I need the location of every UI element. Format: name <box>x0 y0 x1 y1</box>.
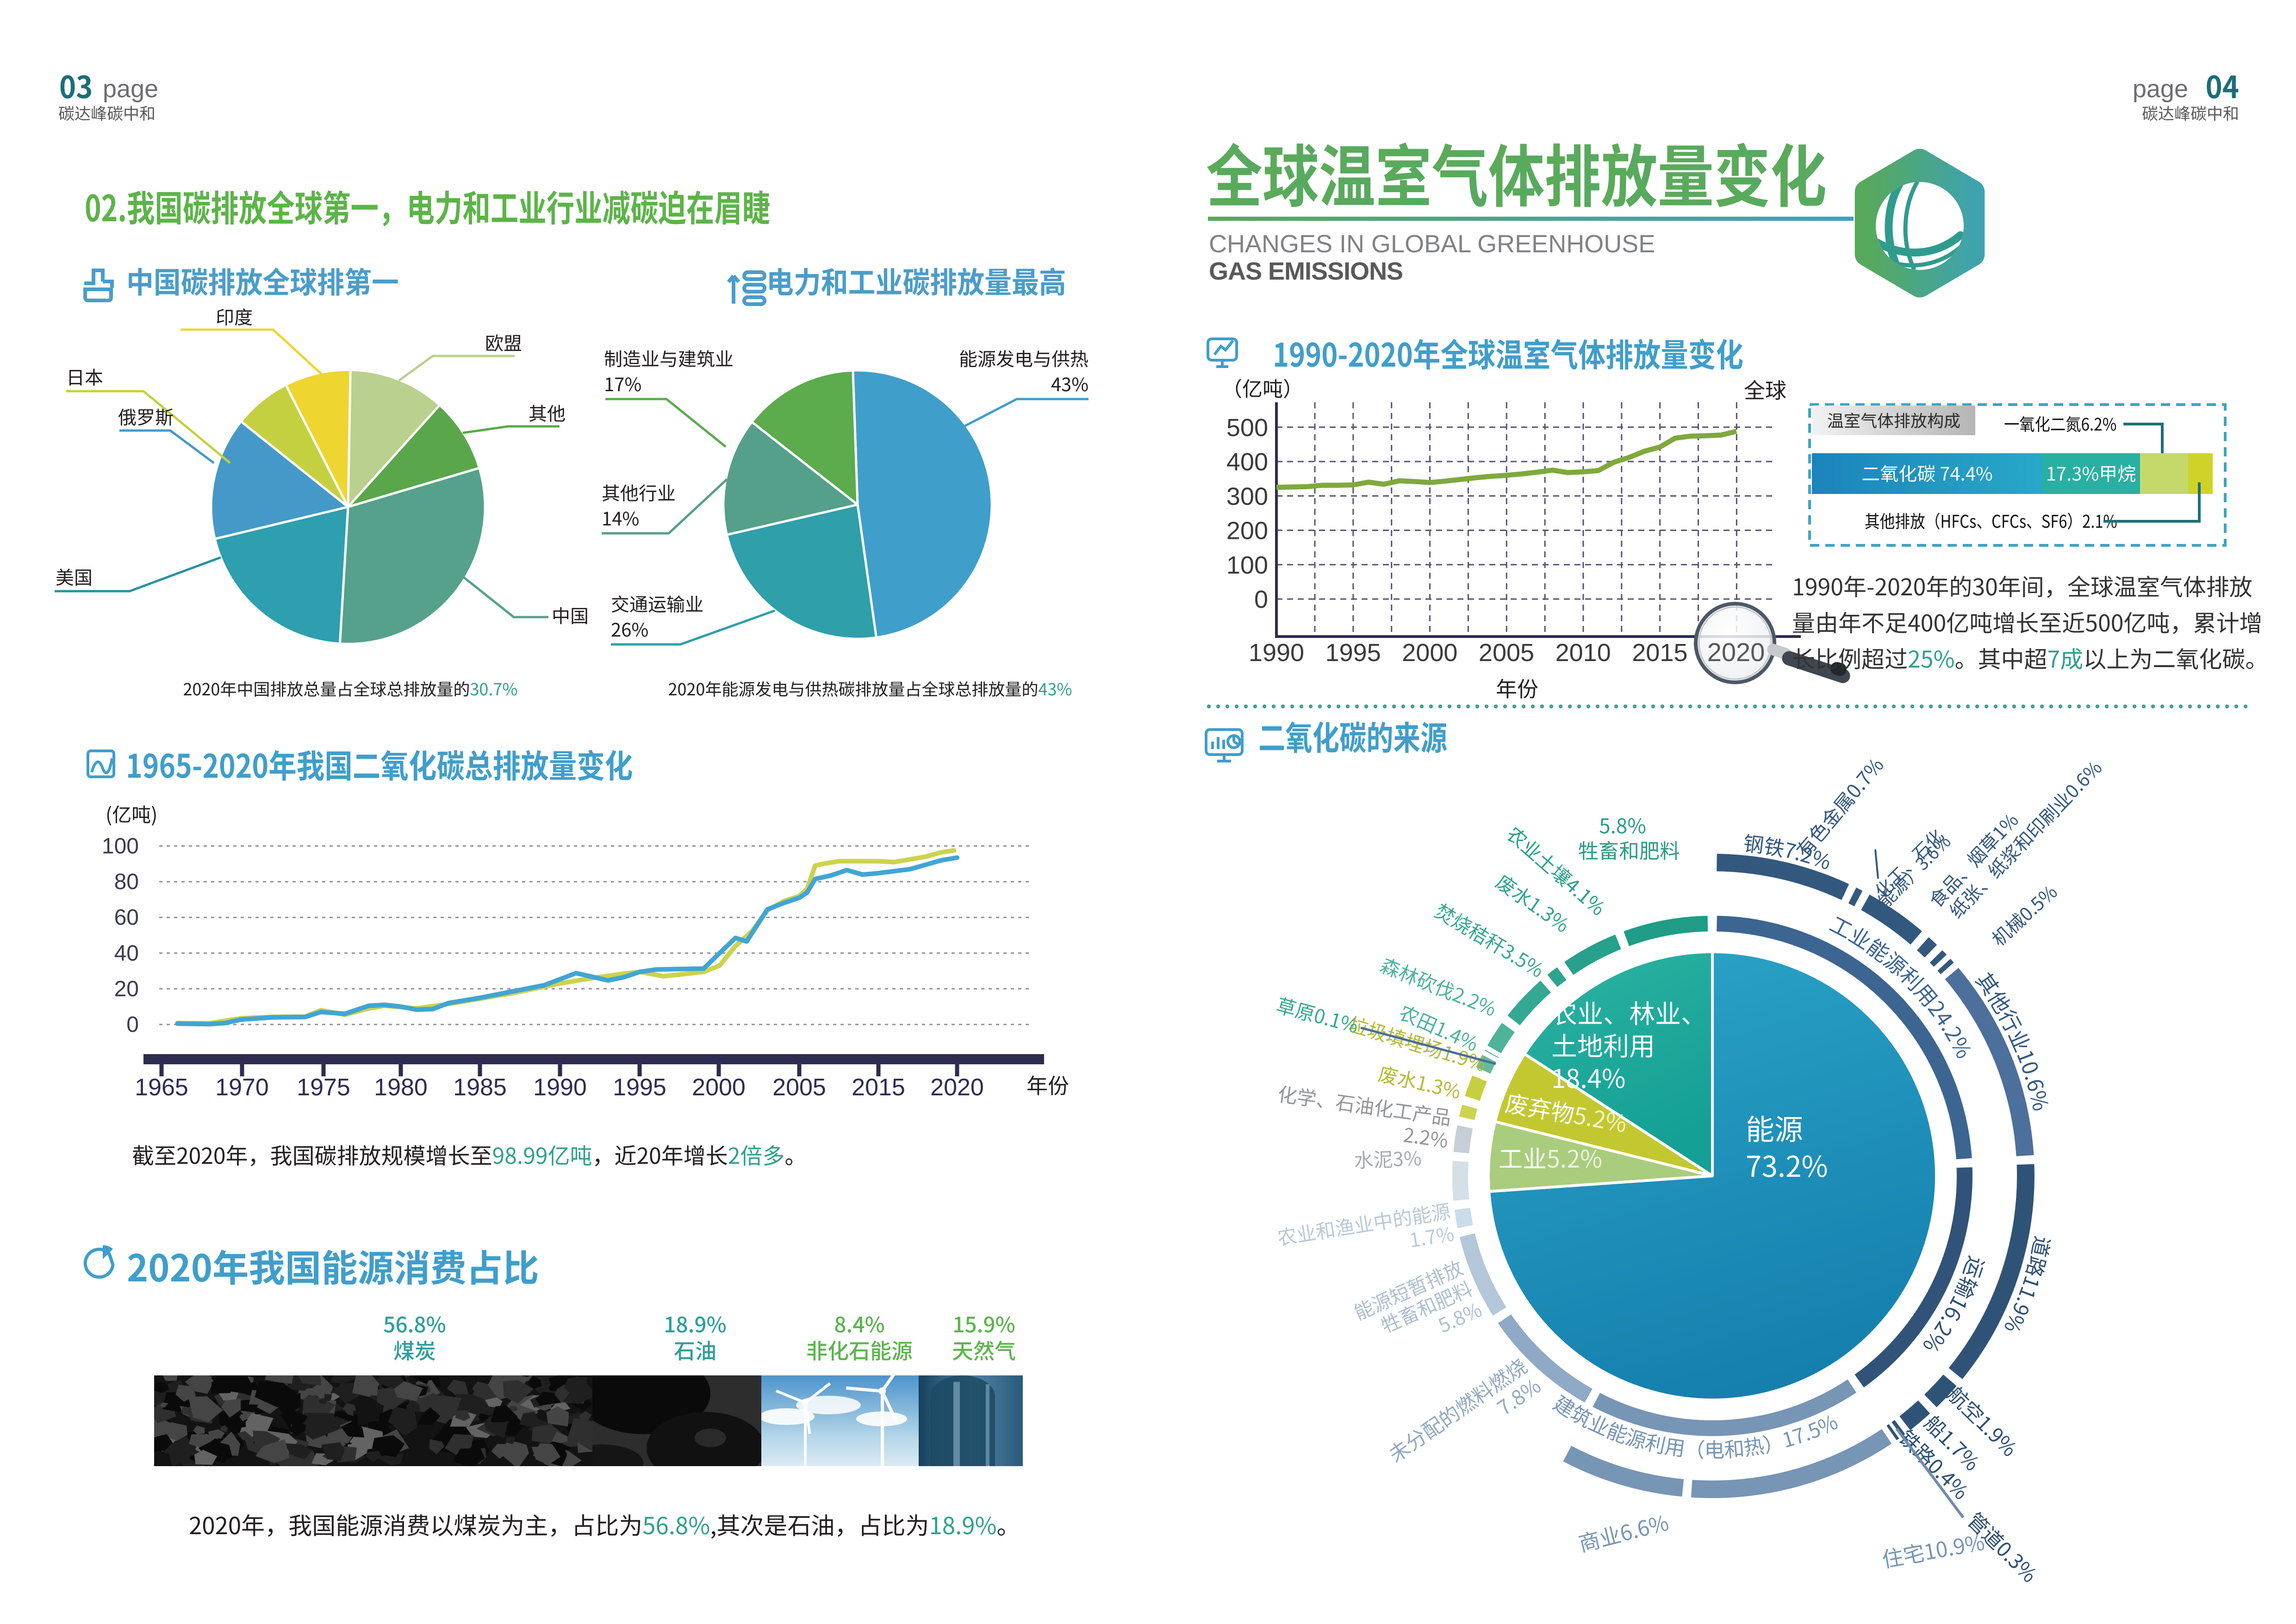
svg-text:2000: 2000 <box>692 1074 746 1101</box>
svg-text:2015: 2015 <box>1632 639 1687 667</box>
svg-text:page: page <box>103 75 158 103</box>
svg-text:200: 200 <box>1226 517 1268 545</box>
svg-text:2020: 2020 <box>930 1074 984 1101</box>
svg-text:100: 100 <box>1226 551 1268 579</box>
svg-text:80: 80 <box>114 870 139 894</box>
svg-text:1965: 1965 <box>135 1074 188 1101</box>
svg-text:1970: 1970 <box>215 1074 269 1101</box>
svg-text:1980: 1980 <box>374 1074 428 1101</box>
svg-text:1985: 1985 <box>453 1074 507 1101</box>
svg-text:500: 500 <box>1226 414 1268 442</box>
svg-text:20: 20 <box>114 977 139 1001</box>
svg-text:60: 60 <box>114 906 139 930</box>
svg-text:1995: 1995 <box>1325 639 1381 667</box>
svg-text:1995: 1995 <box>613 1074 666 1101</box>
svg-text:2005: 2005 <box>772 1074 826 1101</box>
svg-text:0: 0 <box>1254 586 1268 613</box>
svg-text:GAS EMISSIONS: GAS EMISSIONS <box>1209 257 1403 285</box>
svg-text:CHANGES IN GLOBAL GREENHOUSE: CHANGES IN GLOBAL GREENHOUSE <box>1209 230 1655 258</box>
svg-text:2020: 2020 <box>1707 637 1765 667</box>
svg-text:1990: 1990 <box>533 1074 587 1101</box>
svg-text:40: 40 <box>114 941 139 966</box>
svg-text:300: 300 <box>1226 482 1268 510</box>
svg-text:1975: 1975 <box>297 1074 350 1101</box>
svg-text:2000: 2000 <box>1402 639 1457 667</box>
svg-text:1990: 1990 <box>1249 639 1304 667</box>
svg-text:2015: 2015 <box>852 1074 905 1101</box>
svg-text:100: 100 <box>102 834 139 859</box>
svg-text:page: page <box>2133 75 2188 103</box>
svg-text:0: 0 <box>126 1012 139 1037</box>
svg-text:400: 400 <box>1226 448 1268 476</box>
svg-text:2005: 2005 <box>1479 639 1534 667</box>
svg-text:2010: 2010 <box>1556 639 1611 667</box>
